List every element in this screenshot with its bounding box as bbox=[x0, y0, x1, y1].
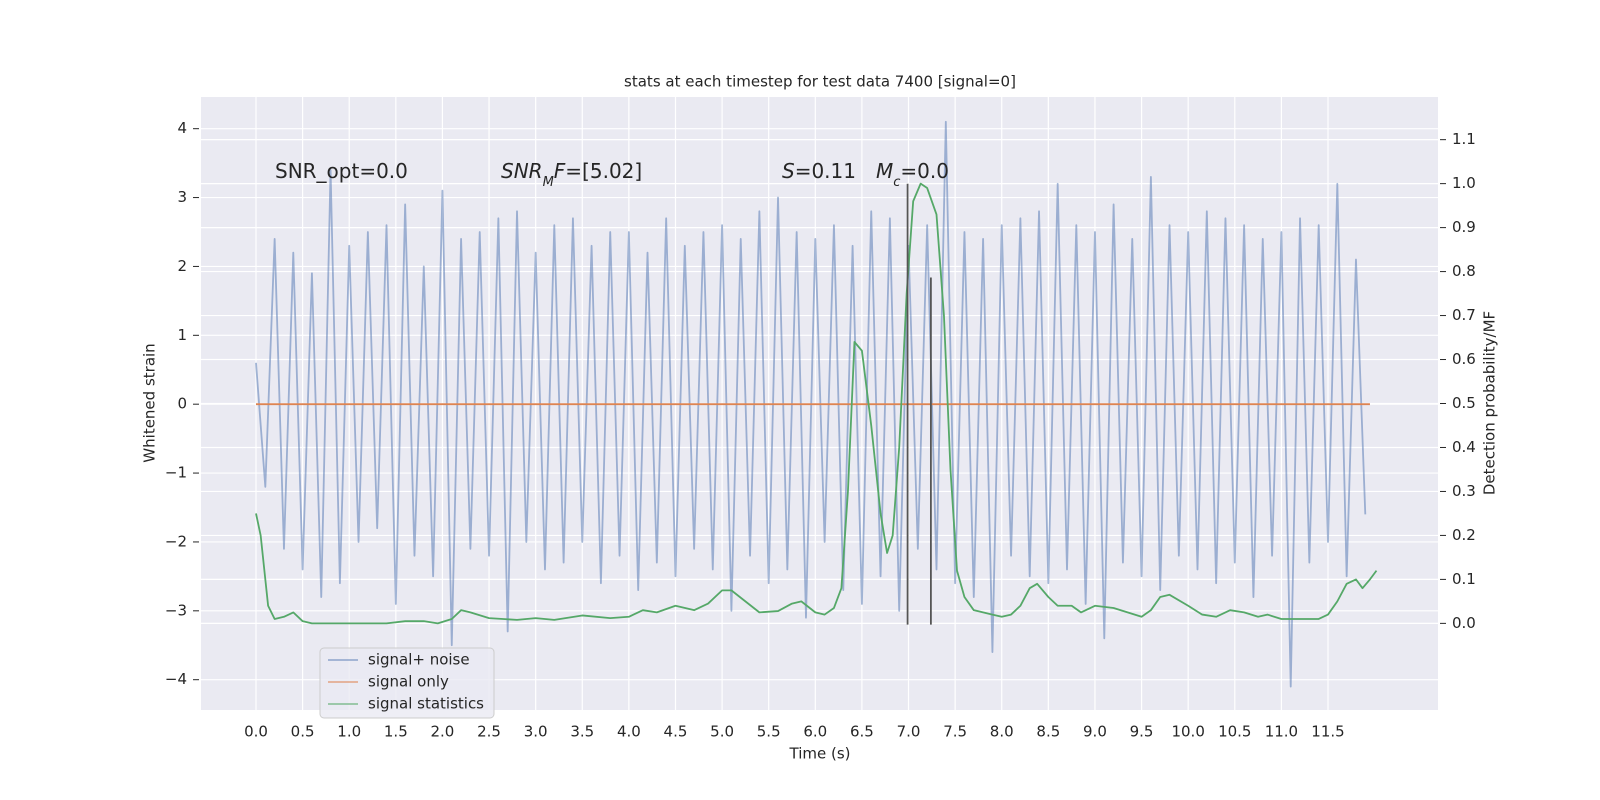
y-tick-label: −2 bbox=[165, 532, 187, 550]
x-tick-label: 11.0 bbox=[1265, 723, 1298, 741]
x-tick-label: 10.5 bbox=[1218, 723, 1251, 741]
x-tick-label: 6.5 bbox=[850, 723, 874, 741]
annotation: S=0.11 bbox=[782, 159, 856, 183]
x-tick-label: 5.0 bbox=[710, 723, 734, 741]
x-tick-label: 7.5 bbox=[943, 723, 967, 741]
x-tick-label: 10.0 bbox=[1171, 723, 1204, 741]
x-tick-label: 0.0 bbox=[244, 723, 268, 741]
legend-label: signal only bbox=[368, 673, 449, 691]
legend-label: signal+ noise bbox=[368, 651, 470, 669]
annotation-part: =[5.02] bbox=[565, 159, 642, 183]
legend-box bbox=[319, 647, 495, 719]
series-line bbox=[255, 182, 1378, 625]
x-tick-label: 3.0 bbox=[524, 723, 548, 741]
x-tick-label: 1.5 bbox=[384, 723, 408, 741]
y2-tick-label: 0.8 bbox=[1452, 262, 1476, 280]
annotation: SNRMF=[5.02] bbox=[501, 159, 642, 190]
x-tick-label: 1.0 bbox=[337, 723, 361, 741]
legend-label: signal statistics bbox=[368, 695, 484, 713]
annotation-part: SNR_opt=0.0 bbox=[275, 159, 408, 183]
y2-tick-label: 0.5 bbox=[1452, 394, 1476, 412]
annotation: SNR_opt=0.0 bbox=[275, 159, 408, 183]
x-tick-label: 9.5 bbox=[1130, 723, 1154, 741]
y2-axis-label: Detection probability/MF bbox=[1481, 311, 1499, 495]
y2-tick-label: 0.7 bbox=[1452, 306, 1476, 324]
y-tick-label: 4 bbox=[177, 119, 187, 137]
x-tick-label: 4.5 bbox=[664, 723, 688, 741]
y2-tick-label: 0.3 bbox=[1452, 482, 1476, 500]
x-tick-label: 11.5 bbox=[1311, 723, 1344, 741]
series-line bbox=[255, 120, 1367, 688]
x-tick-label: 8.5 bbox=[1036, 723, 1060, 741]
y-tick-label: −3 bbox=[165, 601, 187, 619]
x-tick-label: 3.5 bbox=[570, 723, 594, 741]
annotation-part: =0.0 bbox=[900, 159, 949, 183]
y2-tick-label: 0.2 bbox=[1452, 526, 1476, 544]
x-tick-label: 6.0 bbox=[803, 723, 827, 741]
x-tick-label: 5.5 bbox=[757, 723, 781, 741]
y2-tick-label: 0.1 bbox=[1452, 570, 1476, 588]
annotation: Mc=0.0 bbox=[876, 159, 949, 190]
y2-tick-label: 1.1 bbox=[1452, 130, 1476, 148]
y2-tick-label: 1.0 bbox=[1452, 174, 1476, 192]
x-tick-label: 0.5 bbox=[291, 723, 315, 741]
x-axis-label: Time (s) bbox=[789, 745, 851, 763]
y-tick-label: 2 bbox=[177, 257, 187, 275]
annotation-part: S bbox=[782, 159, 795, 183]
x-tick-label: 8.0 bbox=[990, 723, 1014, 741]
y-tick-label: 0 bbox=[177, 395, 187, 413]
x-tick-label: 7.0 bbox=[897, 723, 921, 741]
annotation-part: =0.11 bbox=[795, 159, 856, 183]
y2-tick-label: 0.9 bbox=[1452, 218, 1476, 236]
y-tick-label: −1 bbox=[165, 464, 187, 482]
y-tick-label: 3 bbox=[177, 188, 187, 206]
y-tick-label: 1 bbox=[177, 326, 187, 344]
y-tick-label: −4 bbox=[165, 670, 187, 688]
x-tick-label: 9.0 bbox=[1083, 723, 1107, 741]
annotation-part: M bbox=[543, 175, 554, 190]
y2-tick-label: 0.6 bbox=[1452, 350, 1476, 368]
annotation-part: M bbox=[876, 159, 893, 183]
chart-title: stats at each timestep for test data 740… bbox=[624, 73, 1016, 91]
x-tick-label: 4.0 bbox=[617, 723, 641, 741]
y-axis-label: Whitened strain bbox=[141, 343, 159, 462]
x-tick-label: 2.0 bbox=[431, 723, 455, 741]
y2-tick-label: 0.0 bbox=[1452, 614, 1476, 632]
annotation-part: F bbox=[554, 159, 566, 183]
annotation-part: c bbox=[893, 175, 900, 190]
annotation-part: SNR bbox=[501, 159, 543, 183]
x-tick-label: 2.5 bbox=[477, 723, 501, 741]
y2-tick-label: 0.4 bbox=[1452, 438, 1476, 456]
